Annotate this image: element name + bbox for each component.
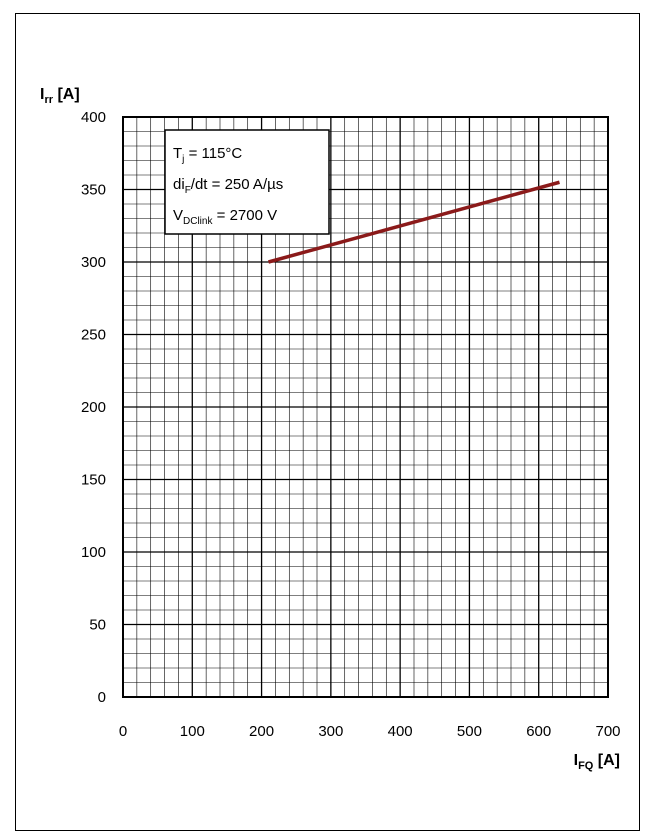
x-tick-label: 700 [595, 723, 620, 740]
y-tick-label: 350 [81, 182, 106, 199]
y-tick-label: 0 [98, 689, 106, 706]
y-tick-label: 150 [81, 472, 106, 489]
x-tick-label: 200 [249, 723, 274, 740]
annotation-line-3: VDClink = 2700 V [173, 207, 277, 227]
plot-border [122, 116, 609, 698]
annotation-box [164, 129, 330, 235]
series-layer [268, 180, 560, 264]
x-tick-label: 500 [457, 723, 482, 740]
x-tick-label: 100 [180, 723, 205, 740]
x-tick-label: 600 [526, 723, 551, 740]
y-tick-label: 250 [81, 327, 106, 344]
y-tick-label: 200 [81, 399, 106, 416]
x-tick-label: 0 [119, 723, 127, 740]
y-tick-label: 300 [81, 254, 106, 271]
x-axis-label: IFQ [A] [574, 752, 620, 772]
x-tick-label: 400 [388, 723, 413, 740]
chart-frame [15, 13, 640, 831]
y-tick-label: 400 [81, 109, 106, 126]
y-axis-label: Irr [A] [40, 86, 80, 106]
annotation-line-2: diF/dt = 250 A/µs [173, 176, 283, 196]
series-line-0 [268, 180, 560, 264]
annotation-line-1: Tj = 115°C [173, 145, 242, 165]
tick-labels: 0 100 200 300 400 500 600 700 0 50 100 150 200 250 300… [81, 109, 621, 740]
y-tick-label: 100 [81, 544, 106, 561]
y-tick-label: 50 [89, 617, 106, 634]
x-tick-label: 300 [318, 723, 343, 740]
